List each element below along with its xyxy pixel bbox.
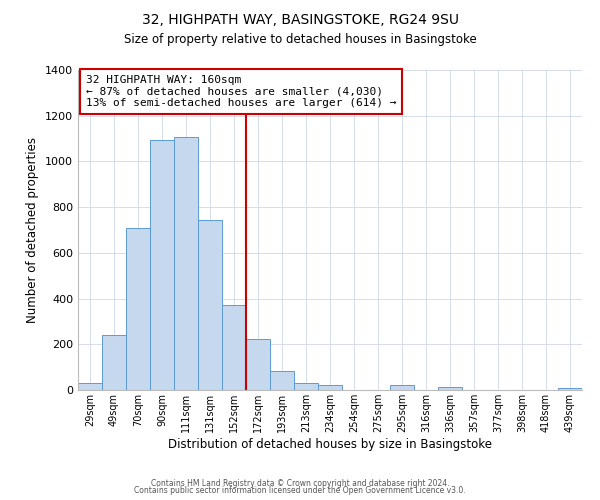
Bar bbox=[390, 386, 414, 390]
Bar bbox=[438, 386, 462, 390]
Text: Size of property relative to detached houses in Basingstoke: Size of property relative to detached ho… bbox=[124, 32, 476, 46]
Bar bbox=[102, 335, 126, 390]
Bar bbox=[558, 388, 582, 390]
Text: 32 HIGHPATH WAY: 160sqm
← 87% of detached houses are smaller (4,030)
13% of semi: 32 HIGHPATH WAY: 160sqm ← 87% of detache… bbox=[86, 75, 396, 108]
Bar bbox=[222, 306, 246, 390]
Bar bbox=[126, 228, 150, 390]
Text: Contains public sector information licensed under the Open Government Licence v3: Contains public sector information licen… bbox=[134, 486, 466, 495]
Bar bbox=[174, 138, 198, 390]
Bar bbox=[294, 382, 318, 390]
Text: 32, HIGHPATH WAY, BASINGSTOKE, RG24 9SU: 32, HIGHPATH WAY, BASINGSTOKE, RG24 9SU bbox=[142, 12, 458, 26]
Bar bbox=[78, 383, 102, 390]
Bar bbox=[318, 386, 342, 390]
X-axis label: Distribution of detached houses by size in Basingstoke: Distribution of detached houses by size … bbox=[168, 438, 492, 451]
Bar bbox=[198, 220, 222, 390]
Bar bbox=[246, 338, 270, 390]
Y-axis label: Number of detached properties: Number of detached properties bbox=[26, 137, 40, 323]
Bar bbox=[150, 140, 174, 390]
Bar bbox=[270, 370, 294, 390]
Text: Contains HM Land Registry data © Crown copyright and database right 2024.: Contains HM Land Registry data © Crown c… bbox=[151, 478, 449, 488]
